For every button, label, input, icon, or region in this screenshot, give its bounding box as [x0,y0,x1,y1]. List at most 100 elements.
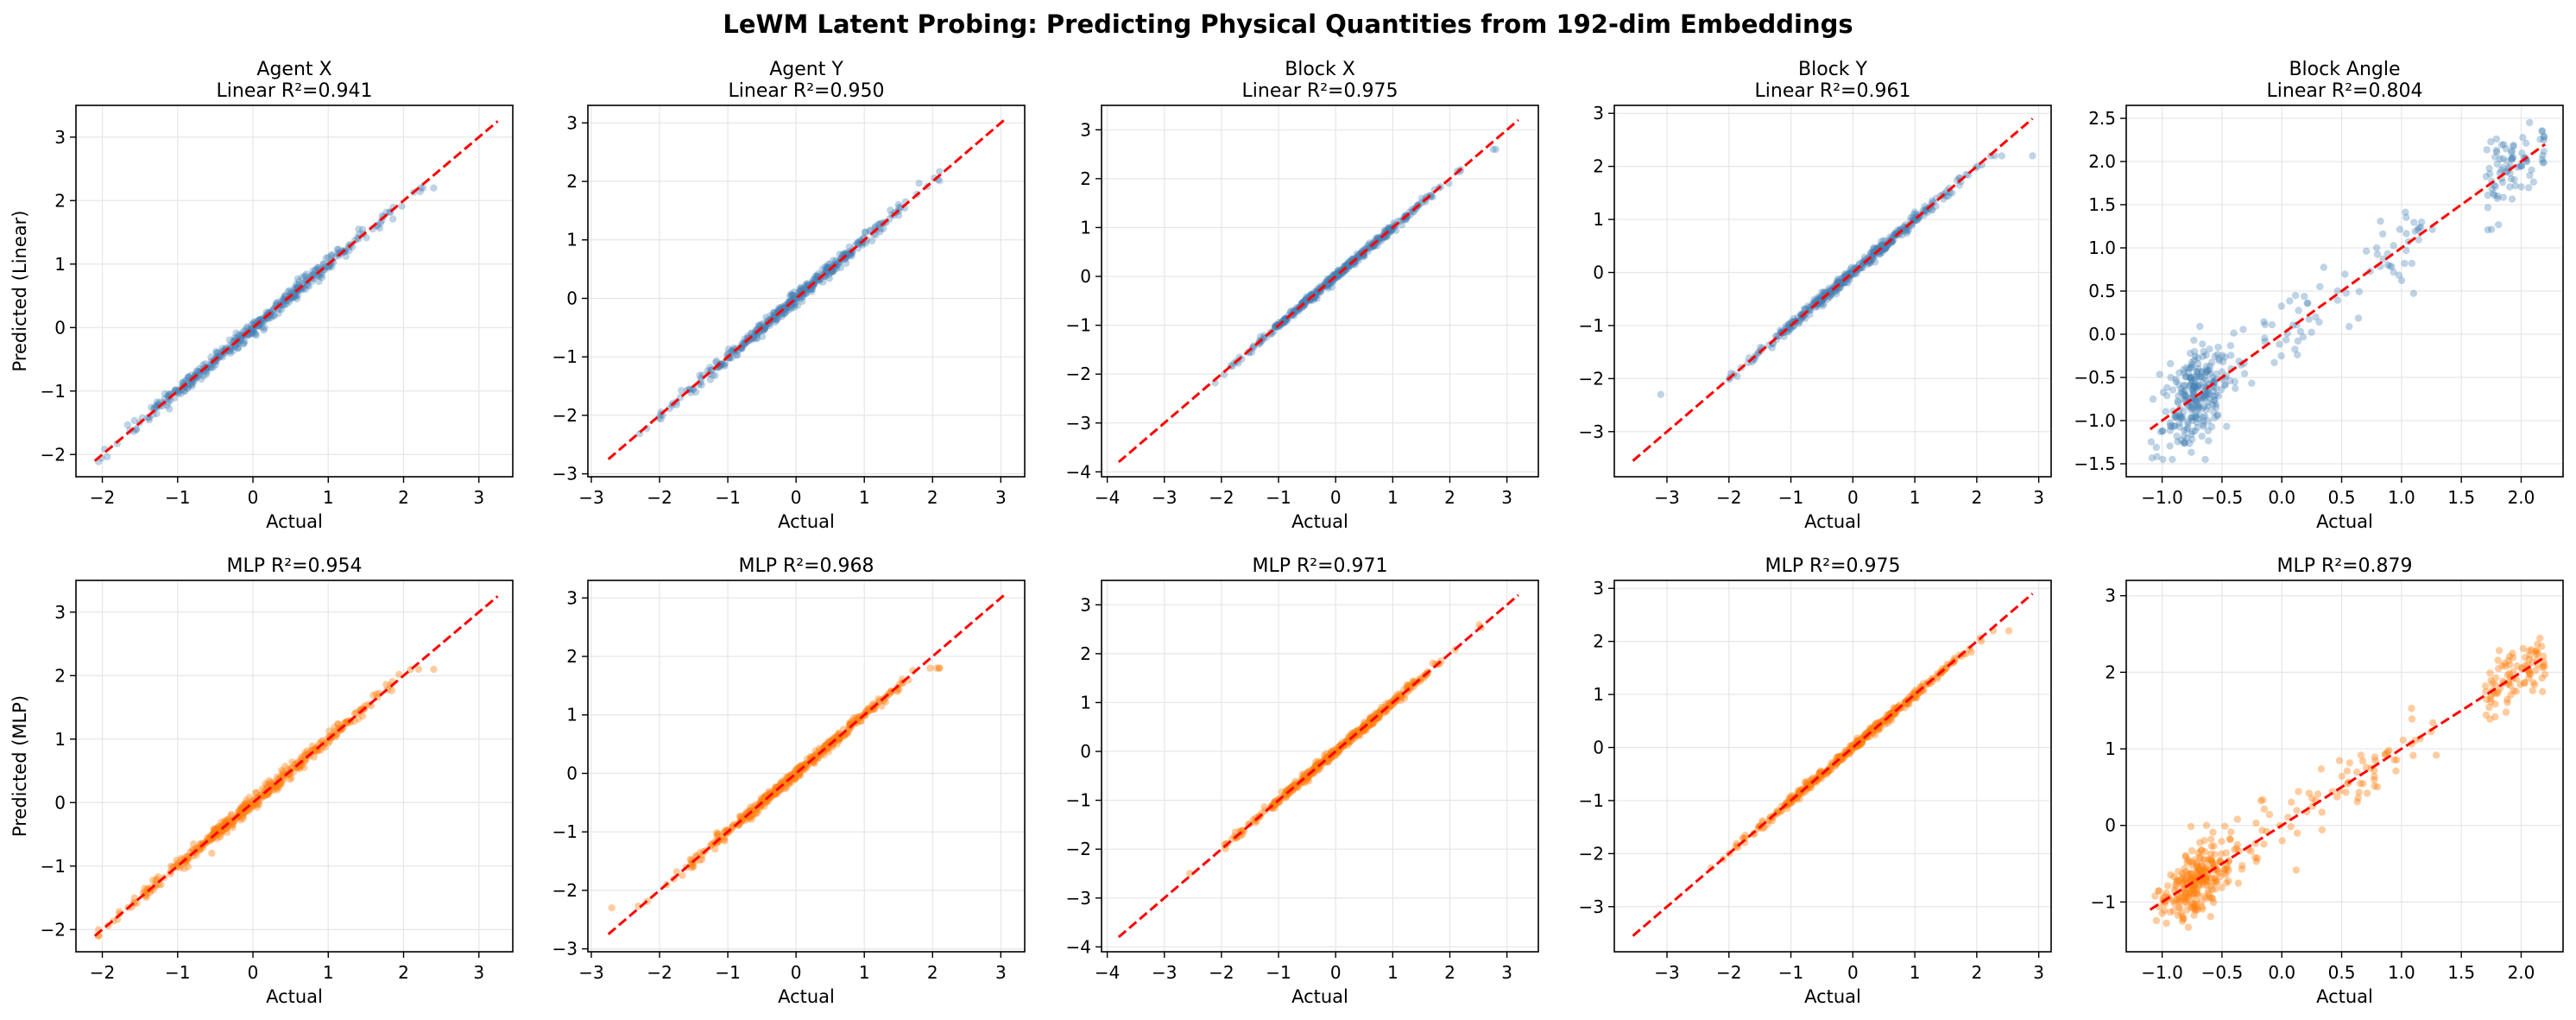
scatter-point [2207,835,2215,843]
scatter-point [819,278,827,286]
scatter-point [2343,767,2352,775]
scatter-point [303,281,311,288]
scatter-point [2408,715,2416,723]
scatter-point [2505,652,2514,661]
x-tick-label: −4 [1095,962,1120,983]
scatter-point [753,333,761,342]
x-tick-label: −1 [165,487,190,508]
scatter-point [1301,296,1310,304]
scatter-point [2196,322,2204,331]
scatter-point [1257,333,1265,340]
scatter-point [261,317,268,326]
scatter-point [793,301,802,309]
x-tick-label: 1.0 [2388,962,2415,983]
x-tick-label: −3 [578,962,603,983]
scatter-point [1378,237,1386,244]
scatter-point [2491,713,2499,721]
x-tick-label: 1 [1910,487,1921,508]
scatter-point [778,303,786,311]
scatter-point [785,306,792,314]
x-tick-label: 1 [1387,487,1398,508]
scatter-point [2525,656,2533,663]
x-axis-label: Actual [778,986,835,1007]
scatter-point [926,664,934,672]
scatter-point [2333,296,2342,304]
scatter-point [2409,289,2418,297]
scatter-point [195,372,203,380]
x-tick-label: −3 [1152,487,1177,508]
scatter-point [2294,351,2301,358]
scatter-point [1410,208,1417,216]
scatter-point [199,371,207,380]
scatter-point [874,220,882,228]
scatter-point [2202,894,2210,903]
y-tick-label: −1 [2091,891,2116,912]
y-tick-label: 2 [1593,631,1604,652]
scatter-point [810,276,818,283]
scatter-point [1398,221,1406,229]
y-tick-label: 1 [2105,738,2116,759]
identity-line [93,120,499,462]
scatter-point [712,357,721,365]
scatter-point [1834,278,1842,286]
y-tick-label: −3 [1579,896,1604,917]
scatter-point [608,904,616,912]
scatter-point [2512,687,2520,695]
scatter-point [2202,821,2211,829]
scatter-point [298,274,306,282]
scatter-point [689,385,697,393]
scatter-point [363,234,370,242]
scatter-point [2217,850,2226,858]
scatter-point [2415,236,2422,244]
x-axis-label: Actual [1291,986,1348,1007]
x-tick-label: 1 [1910,962,1921,983]
scatter-point [821,267,830,275]
y-tick-label: −1 [1579,790,1604,811]
scatter-point [778,313,786,320]
scatter-point [1392,226,1400,235]
x-tick-label: −2 [1716,962,1741,983]
scatter-point [1324,284,1332,292]
scatter-point [229,346,237,355]
scatter-point [2402,208,2409,216]
scatter-point [787,304,796,313]
axes-frame [587,105,1026,478]
y-tick-label: 1 [566,230,578,250]
scatter-point [2487,137,2495,146]
scatter-point [171,386,180,394]
y-tick-label: −0.5 [2074,367,2116,388]
x-tick-label: 3 [473,487,484,508]
scatter-point [2167,359,2175,368]
x-tick-label: 3 [1501,487,1512,508]
scatter-point [104,453,111,460]
scatter-point [1881,244,1890,252]
scatter-point [358,225,367,233]
scatter-point [2172,377,2181,386]
scatter-point [417,184,425,192]
scatter-point [2278,837,2286,845]
scatter-point [2316,282,2324,291]
x-tick-label: −3 [1152,962,1177,983]
scatter-point [313,263,322,272]
scatter-point [2314,790,2322,798]
scatter-point [2214,343,2222,352]
scatter-point [2292,866,2301,874]
scatter-point [1344,260,1352,268]
scatter-point [2207,422,2216,431]
scatter-point [706,376,715,383]
scatter-point [2188,902,2195,910]
figure-suptitle: LeWM Latent Probing: Predicting Physical… [723,10,1853,39]
scatter-point [2225,866,2232,875]
scatter-point [868,237,876,245]
scatter-point [237,336,245,345]
scatter-point [2191,856,2199,864]
y-tick-label: −2 [1579,843,1604,864]
scatter-point [2363,789,2371,797]
scatter-point [2240,370,2249,377]
scatter-point [1373,233,1381,242]
scatter-point [1281,314,1289,322]
scatter-point [1281,318,1289,326]
scatter-point [328,250,336,259]
